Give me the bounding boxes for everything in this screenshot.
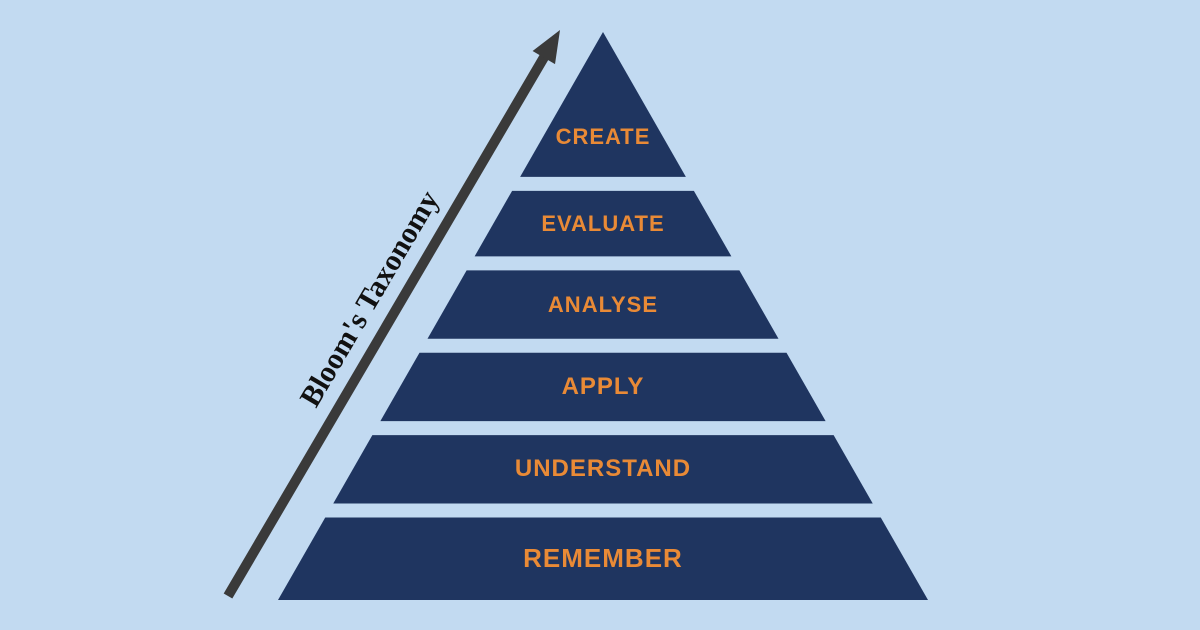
pyramid-level-label: ANALYSE	[447, 270, 759, 338]
blooms-taxonomy-diagram: CREATE EVALUATE ANALYSE APPLY UNDERSTAND REME…	[0, 0, 1200, 630]
pyramid-level-label: APPLY	[400, 353, 806, 421]
pyramid-level-label: UNDERSTAND	[353, 435, 853, 503]
arrow-head-icon	[533, 30, 560, 64]
pyramid-level-label: CREATE	[543, 97, 663, 177]
pyramid-level-label: REMEMBER	[302, 517, 905, 600]
pyramid-level-label: EVALUATE	[493, 191, 712, 257]
